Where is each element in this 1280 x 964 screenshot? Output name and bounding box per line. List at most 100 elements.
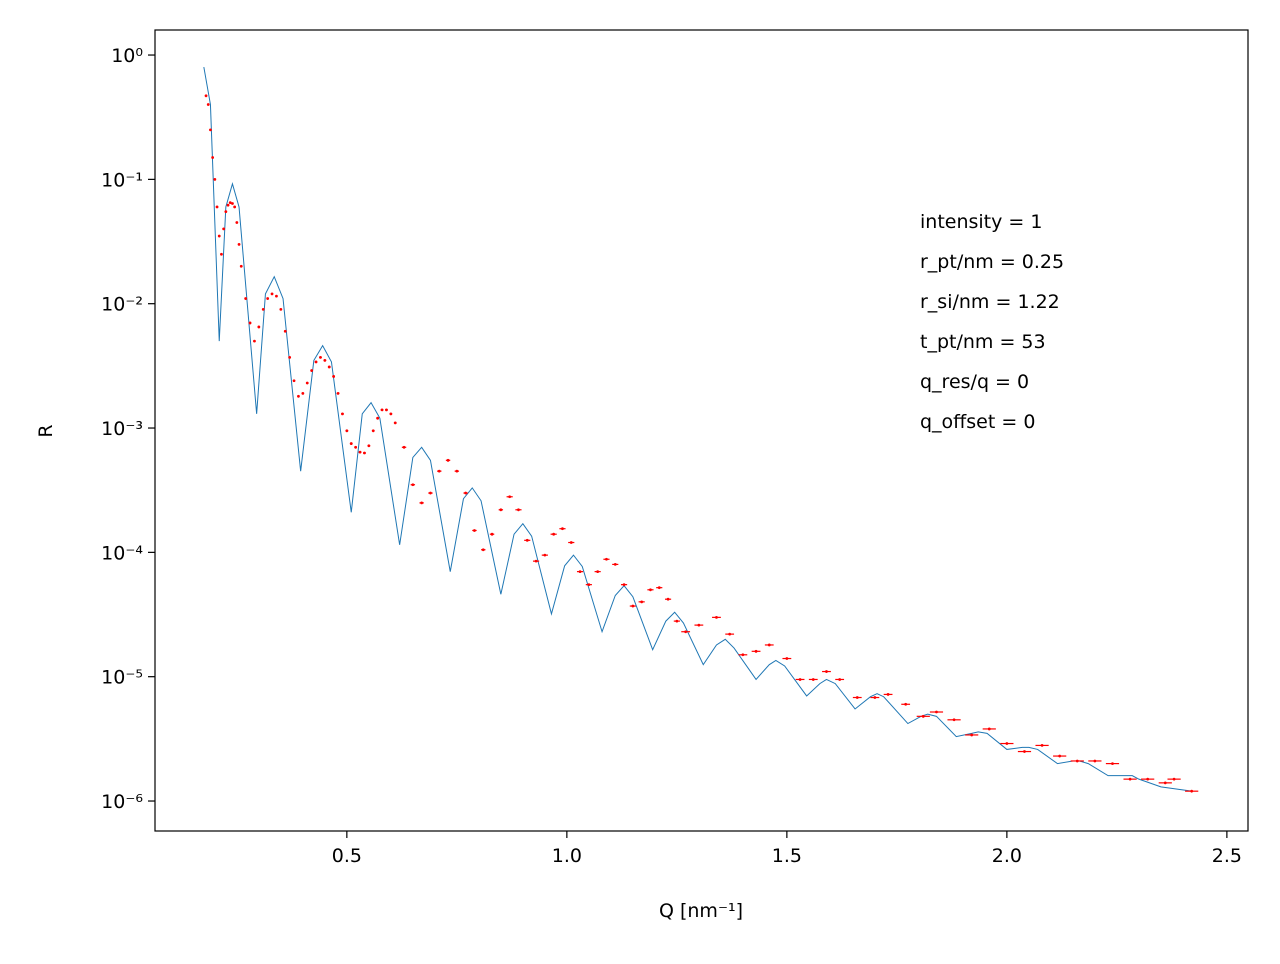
data-point xyxy=(332,375,336,378)
data-point xyxy=(715,615,718,619)
data-point xyxy=(455,469,459,473)
x-axis-label: Q [nm⁻¹] xyxy=(659,900,743,922)
data-point xyxy=(1023,750,1026,753)
data-point xyxy=(543,553,547,557)
annotation: r_si/nm = 1.22 xyxy=(920,291,1060,313)
data-point xyxy=(297,394,300,398)
data-point xyxy=(376,416,380,420)
data-point xyxy=(952,718,956,722)
data-point xyxy=(1058,754,1062,758)
model-line xyxy=(203,67,1192,792)
y-tick-label: 10⁻⁶ xyxy=(101,791,143,813)
data-point xyxy=(354,445,358,449)
data-point xyxy=(935,710,938,714)
data-point xyxy=(855,696,859,699)
data-point xyxy=(754,649,758,653)
data-point xyxy=(292,379,296,383)
data-point xyxy=(211,156,215,159)
x-tick-label: 1.5 xyxy=(772,845,802,867)
data-point xyxy=(1172,777,1176,781)
x-tick-label: 2.5 xyxy=(1212,845,1242,867)
data-point xyxy=(305,381,309,385)
data-point xyxy=(1111,762,1114,765)
data-point xyxy=(206,103,210,106)
y-tick-label: 10⁻³ xyxy=(101,418,143,440)
data-point xyxy=(873,696,877,699)
data-point xyxy=(666,597,670,601)
data-point xyxy=(605,557,608,561)
data-point xyxy=(508,495,512,499)
data-point xyxy=(587,583,591,587)
data-point xyxy=(283,329,287,333)
data-point xyxy=(631,604,635,608)
data-point xyxy=(481,548,485,552)
data-point xyxy=(811,678,815,681)
data-point xyxy=(596,570,600,574)
data-point xyxy=(640,600,644,604)
data-point xyxy=(904,702,908,706)
data-point xyxy=(411,483,415,487)
data-point xyxy=(886,693,890,696)
data-point xyxy=(301,391,305,395)
data-point xyxy=(204,94,208,98)
data-point xyxy=(270,292,274,296)
data-point xyxy=(261,307,265,311)
data-point xyxy=(473,529,476,532)
data-point xyxy=(279,307,283,311)
data-point xyxy=(389,412,393,416)
data-point xyxy=(235,221,239,224)
data-point xyxy=(266,297,270,300)
data-point xyxy=(525,538,529,542)
data-point xyxy=(231,202,234,205)
data-point xyxy=(349,442,353,445)
y-tick-label: 10⁰ xyxy=(111,45,143,67)
data-point xyxy=(561,527,564,531)
y-tick-label: 10⁻² xyxy=(101,294,143,316)
data-point xyxy=(323,358,327,362)
data-point xyxy=(385,408,388,412)
data-point xyxy=(785,657,789,660)
data-point xyxy=(622,583,626,587)
data-point xyxy=(490,532,494,536)
data-point xyxy=(239,264,243,268)
data-point xyxy=(363,451,366,455)
data-point xyxy=(209,128,212,132)
data-point xyxy=(237,242,241,246)
data-point xyxy=(341,412,344,416)
data-point xyxy=(233,205,237,209)
annotation: t_pt/nm = 53 xyxy=(920,331,1046,353)
data-point xyxy=(569,541,573,544)
data-point xyxy=(798,678,802,681)
data-point xyxy=(728,632,732,636)
data-point xyxy=(429,491,432,495)
data-point xyxy=(420,501,424,505)
data-point xyxy=(1040,744,1044,747)
data-point xyxy=(649,588,652,592)
data-point xyxy=(226,203,230,207)
data-point xyxy=(970,733,974,737)
data-point xyxy=(327,365,331,369)
data-point xyxy=(1128,777,1132,781)
data-point xyxy=(402,445,406,449)
data-point xyxy=(446,458,450,462)
data-point xyxy=(336,391,340,395)
y-tick-label: 10⁻⁴ xyxy=(101,542,143,564)
data-point xyxy=(345,429,349,433)
annotation: intensity = 1 xyxy=(920,211,1042,233)
data-point xyxy=(380,408,384,412)
data-point xyxy=(217,234,221,238)
data-point xyxy=(825,670,828,673)
x-tick-label: 2.0 xyxy=(992,845,1022,867)
data-point xyxy=(1163,781,1167,785)
data-point xyxy=(675,619,679,623)
data-point xyxy=(697,623,701,627)
x-tick-label: 0.5 xyxy=(332,845,362,867)
plot-frame xyxy=(154,29,1249,832)
y-tick-label: 10⁻¹ xyxy=(101,169,143,191)
data-point xyxy=(921,714,925,718)
data-point xyxy=(1146,777,1150,781)
data-point xyxy=(1190,789,1194,793)
data-point xyxy=(358,450,362,454)
data-point xyxy=(220,252,223,256)
